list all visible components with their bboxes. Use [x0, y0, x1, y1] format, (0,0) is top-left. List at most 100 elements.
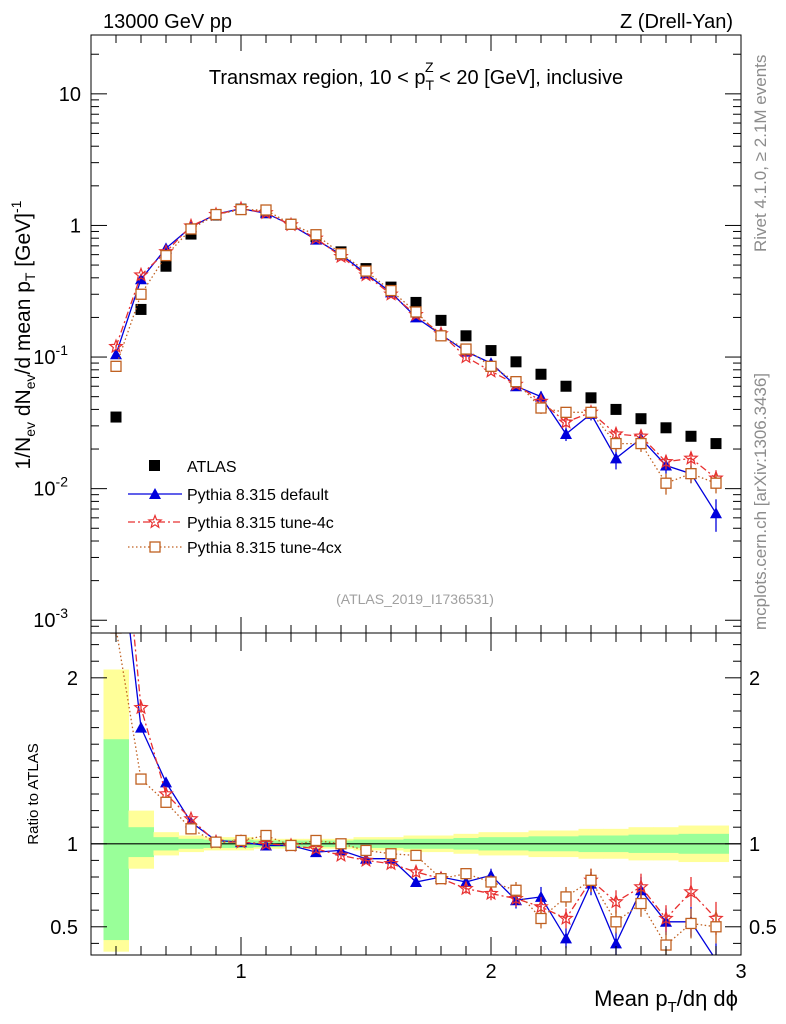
ratio-point-pythia-8-315-default-24	[715, 953, 717, 955]
header-left: 13000 GeV pp	[103, 11, 232, 33]
ratio-point-pythia-8-315-tune-4c-15	[483, 885, 499, 901]
point-atlas-19	[585, 392, 597, 404]
line-pythia-8-315-tune-4cx	[115, 208, 717, 484]
point-pythia-8-315-tune-4cx-13	[435, 330, 447, 342]
main-ytick-label-0: 10-3	[33, 605, 68, 632]
point-atlas-14	[460, 330, 472, 342]
ratio-point-pythia-8-315-tune-4cx-14	[460, 868, 472, 880]
point-pythia-8-315-default-1	[135, 273, 147, 285]
point-pythia-8-315-tune-4c-14	[458, 348, 474, 364]
point-atlas-23	[685, 430, 697, 442]
ratio-point-pythia-8-315-tune-4cx-1	[135, 773, 147, 785]
x-axis-label: Mean pT/dη dϕ	[594, 986, 738, 1016]
ratio-ytick-label-right-0: 0.5	[749, 917, 777, 939]
ratio-y-label: Ratio to ATLAS	[25, 743, 42, 844]
main-title-sup: Z	[425, 59, 434, 75]
point-atlas-1	[135, 303, 147, 315]
point-pythia-8-315-tune-4cx-20	[610, 437, 622, 450]
ratio-point-pythia-8-315-tune-4cx-24	[710, 921, 722, 933]
ratio-point-pythia-8-315-tune-4cx-16	[510, 884, 522, 896]
ratio-point-pythia-8-315-default-20	[610, 937, 622, 949]
ratio-point-pythia-8-315-tune-4cx-20	[610, 916, 622, 928]
ratio-point-pythia-8-315-tune-4c-12	[408, 863, 424, 879]
point-atlas-13	[435, 314, 447, 326]
point-atlas-16	[510, 356, 522, 368]
ratio-point-pythia-8-315-tune-4cx-21	[635, 897, 647, 910]
point-atlas-0	[110, 411, 122, 423]
ratio-point-pythia-8-315-tune-4cx-8	[310, 834, 322, 847]
ratio-plot-area	[91, 439, 741, 955]
point-pythia-8-315-tune-4cx-19	[585, 406, 597, 418]
legend-item-tune4c: Pythia 8.315 tune-4c	[128, 513, 334, 532]
point-pythia-8-315-tune-4c-23	[683, 450, 699, 465]
ratio-point-pythia-8-315-tune-4c-3	[183, 810, 199, 826]
legend-marker-atlas	[149, 460, 160, 471]
ratio-xtick-label-2: 3	[735, 961, 746, 983]
ratio-point-pythia-8-315-tune-4cx-17	[535, 912, 547, 925]
point-pythia-8-315-tune-4cx-16	[510, 376, 522, 388]
main-plot-area	[108, 200, 724, 532]
header-right: Z (Drell-Yan)	[620, 11, 733, 33]
point-pythia-8-315-default-24	[710, 507, 722, 519]
ratio-ytick-label-right-2: 2	[749, 668, 760, 690]
point-pythia-8-315-tune-4c-1	[133, 266, 149, 282]
mcplots-label: mcplots.cern.ch [arXiv:1306.3436]	[751, 373, 770, 630]
main-x-axis	[115, 35, 742, 633]
point-atlas-22	[660, 422, 672, 434]
point-atlas-20	[610, 403, 622, 415]
ratio-point-pythia-8-315-tune-4cx-19	[585, 874, 597, 886]
ratio-xtick-label-1: 2	[485, 961, 496, 983]
legend-marker-default	[149, 488, 161, 499]
ratio-ytick-label-right-1: 1	[749, 834, 760, 856]
point-pythia-8-315-tune-4cx-15	[485, 360, 497, 372]
ratio-point-pythia-8-315-tune-4cx-18	[560, 891, 572, 903]
legend-item-atlas: ATLAS	[149, 459, 237, 476]
ratio-point-pythia-8-315-tune-4cx-3	[185, 823, 197, 835]
point-atlas-17	[535, 368, 547, 380]
main-title-sub: T	[425, 77, 434, 93]
point-pythia-8-315-tune-4cx-8	[310, 229, 322, 241]
ratio-ytick-label-1: 1	[67, 834, 78, 856]
point-pythia-8-315-tune-4cx-11	[385, 284, 397, 297]
ratio-x-axis: 1 2 3	[115, 633, 747, 983]
ratio-point-pythia-8-315-default-2	[160, 776, 172, 788]
main-title: Transmax region, 10 < pTZ < 20 [GeV], in…	[209, 59, 623, 93]
ratio-point-pythia-8-315-tune-4cx-9	[335, 838, 347, 850]
main-ytick-label-1: 10-2	[33, 474, 68, 501]
ratio-point-pythia-8-315-tune-4c-9	[333, 847, 349, 863]
main-ytick-label-3: 1	[70, 215, 81, 237]
ratio-point-pythia-8-315-tune-4cx-15	[485, 876, 497, 888]
point-pythia-8-315-default-20	[610, 452, 622, 464]
ratio-y-axis: 0.5 0.5 1 1 2 2	[50, 644, 777, 944]
ratio-point-pythia-8-315-tune-4c-23	[683, 883, 699, 899]
line-pythia-8-315-tune-4c	[115, 208, 717, 479]
point-pythia-8-315-tune-4cx-3	[185, 223, 197, 235]
ratio-point-pythia-8-315-tune-4cx-7	[285, 839, 297, 852]
ratio-point-pythia-8-315-tune-4cx-4	[210, 836, 222, 848]
main-y-label: 1/Nev dNev/d mean pT [GeV]-1	[8, 200, 38, 469]
band-green-0	[103, 739, 129, 941]
point-pythia-8-315-tune-4c-18	[558, 414, 574, 429]
ratio-point-pythia-8-315-tune-4c-1	[133, 699, 149, 715]
point-pythia-8-315-tune-4cx-9	[335, 248, 347, 260]
ratio-point-pythia-8-315-tune-4cx-5	[235, 834, 247, 847]
point-pythia-8-315-tune-4c-22	[658, 453, 674, 469]
ratio-line-pythia-8-315-tune-4cx	[116, 633, 717, 946]
ratio-point-pythia-8-315-tune-4cx-23	[685, 917, 697, 930]
point-pythia-8-315-tune-4cx-24	[710, 477, 722, 489]
point-atlas-21	[635, 413, 647, 425]
ratio-point-pythia-8-315-tune-4c-21	[633, 878, 649, 894]
point-pythia-8-315-tune-4cx-18	[560, 406, 572, 418]
point-pythia-8-315-tune-4cx-21	[635, 437, 647, 450]
ratio-point-pythia-8-315-tune-4cx-11	[385, 848, 397, 860]
point-pythia-8-315-tune-4c-0	[108, 338, 124, 354]
point-pythia-8-315-tune-4cx-6	[260, 204, 272, 216]
ratio-point-pythia-8-315-tune-4c-22	[658, 910, 674, 926]
point-pythia-8-315-tune-4cx-4	[210, 208, 222, 221]
point-atlas-2	[160, 260, 172, 272]
point-atlas-12	[410, 296, 422, 308]
ratio-point-pythia-8-315-tune-4c-14	[458, 880, 474, 896]
ratio-point-pythia-8-315-tune-4c-0	[110, 439, 122, 451]
ratio-point-pythia-8-315-default-18	[560, 932, 572, 944]
